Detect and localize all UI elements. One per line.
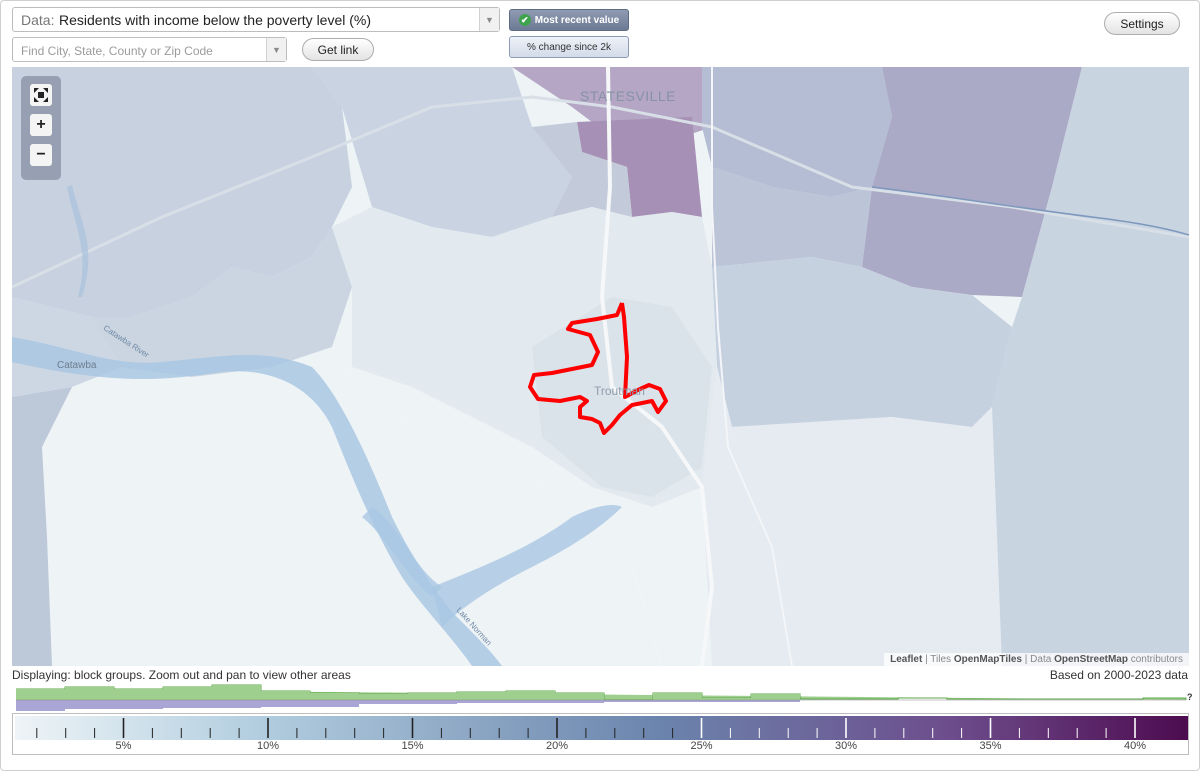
zoom-out-button[interactable]: − — [30, 144, 52, 166]
leaflet-link[interactable]: Leaflet — [890, 654, 923, 665]
data-selector-value: Residents with income below the poverty … — [59, 12, 372, 28]
map-view[interactable]: STATESVILLE Catawba Troutman Catawba Riv… — [12, 67, 1189, 666]
percent-change-button[interactable]: % change since 2k — [509, 36, 629, 58]
legend-tick-label: 5% — [115, 740, 132, 752]
openmaptiles-link[interactable]: OpenMapTiles — [953, 654, 1022, 665]
most-recent-value-label: Most recent value — [534, 14, 620, 26]
displaying-text: Displaying: block groups. Zoom out and p… — [12, 668, 351, 682]
legend-tick-label: 25% — [690, 740, 713, 752]
fullscreen-icon[interactable] — [30, 84, 52, 106]
legend-tick-label: 10% — [256, 740, 280, 752]
most-recent-value-button[interactable]: ✔ Most recent value — [509, 9, 629, 31]
checkmark-icon: ✔ — [518, 14, 531, 26]
legend-tick-label: 30% — [834, 740, 858, 752]
histogram-help[interactable]: ? — [1187, 692, 1193, 702]
settings-button[interactable]: Settings — [1104, 12, 1180, 35]
chevron-down-icon[interactable]: ▼ — [479, 8, 499, 31]
legend-tick-label: 15% — [401, 740, 424, 752]
openstreetmap-link[interactable]: OpenStreetMap — [1054, 654, 1128, 665]
data-range-text: Based on 2000-2023 data — [1049, 668, 1188, 682]
location-search[interactable]: ▼ — [12, 37, 287, 62]
map-tiles — [12, 67, 1189, 666]
zoom-control: + − — [21, 76, 61, 180]
legend-tick-label: 20% — [545, 740, 569, 752]
legend-tick-label: 40% — [1123, 740, 1147, 752]
zoom-in-button[interactable]: + — [30, 114, 52, 136]
chevron-down-icon[interactable]: ▼ — [266, 38, 286, 61]
data-selector-prefix: Data: — [21, 12, 55, 28]
location-search-input[interactable] — [19, 41, 263, 60]
troutman-boundary — [528, 302, 668, 435]
map-label-statesville: STATESVILLE — [580, 88, 677, 104]
data-selector[interactable]: Data: Residents with income below the po… — [12, 7, 500, 32]
get-link-button[interactable]: Get link — [302, 38, 374, 61]
map-attribution: Leaflet | Tiles OpenMapTiles | Data Open… — [884, 653, 1189, 666]
map-label-troutman: Troutman — [594, 384, 645, 398]
distribution-histogram: ? — [16, 684, 1193, 711]
legend-tick-label: 35% — [979, 740, 1002, 752]
map-label-catawba: Catawba — [57, 360, 97, 371]
color-legend: 5% 10% 15% 20% 25% 30% 35% 40% — [12, 713, 1189, 755]
